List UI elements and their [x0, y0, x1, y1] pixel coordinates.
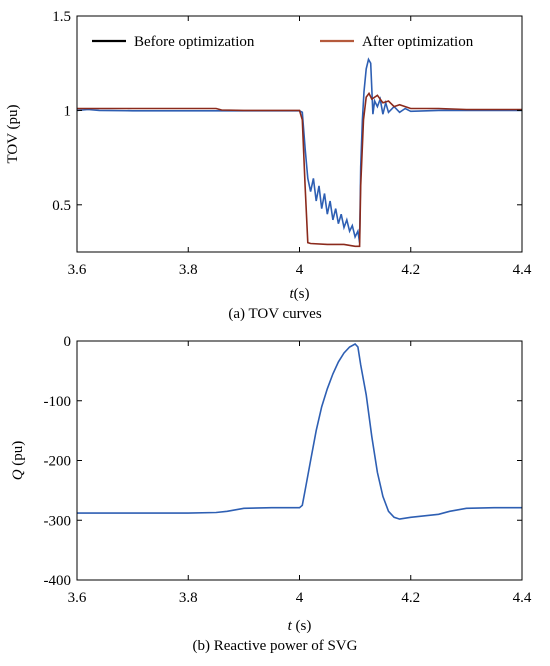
- x-tick-label: 3.8: [179, 262, 198, 278]
- legend-label: Before optimization: [134, 34, 255, 50]
- y-axis-label: Q (pu): [10, 441, 26, 481]
- x-axis-label-unit: (s): [292, 618, 312, 634]
- x-tick-label: 4: [296, 590, 304, 606]
- y-tick-label: 0.5: [52, 198, 71, 214]
- y-tick-label: 0: [64, 334, 72, 350]
- x-tick-label: 3.8: [179, 590, 198, 606]
- x-tick-label: 4.2: [401, 590, 420, 606]
- legend-label: After optimization: [362, 34, 474, 50]
- series-line-2: [77, 91, 522, 248]
- x-tick-label: 4.4: [513, 262, 532, 278]
- x-tick-label: 4.2: [401, 262, 420, 278]
- plot-frame: [76, 340, 523, 581]
- reactive-power-chart: 3.6 3.8 4 4.2 4.4 -400 -300 -200 -100 0 t (s) Q (pu…: [10, 334, 532, 654]
- y-tick-label: 1: [64, 103, 72, 119]
- chart-caption: (b) Reactive power of SVG: [193, 638, 358, 654]
- y-tick-label: -100: [44, 394, 72, 410]
- y-axis-label-variable: Q: [10, 469, 26, 480]
- y-axis-label-unit: (pu): [10, 441, 26, 470]
- series-line-1: [77, 343, 522, 520]
- y-tick-label: -400: [44, 573, 72, 589]
- y-axis-label: TOV (pu): [5, 104, 21, 163]
- x-axis-label-unit: (s): [294, 286, 310, 302]
- plot-frame: [76, 15, 523, 253]
- x-tick-label: 3.6: [68, 262, 87, 278]
- x-tick-label: 3.6: [68, 590, 87, 606]
- x-axis-label-variable: t: [290, 286, 295, 302]
- y-tick-label: -200: [44, 454, 72, 470]
- x-axis-label: t(s): [290, 286, 310, 302]
- y-tick-label: 1.5: [52, 9, 71, 25]
- series-line-1: [77, 57, 522, 243]
- x-tick-label: 4: [296, 262, 304, 278]
- x-tick-label: 4.4: [513, 590, 532, 606]
- x-axis-label: t (s): [288, 618, 312, 634]
- tov-chart: 3.6 3.8 4 4.2 4.4 0.5 1 1.5 t(s) TOV (pu) (a) TOV …: [5, 9, 532, 322]
- y-tick-label: -300: [44, 513, 72, 529]
- x-axis-label-variable: t: [288, 618, 293, 634]
- chart-caption: (a) TOV curves: [228, 306, 321, 322]
